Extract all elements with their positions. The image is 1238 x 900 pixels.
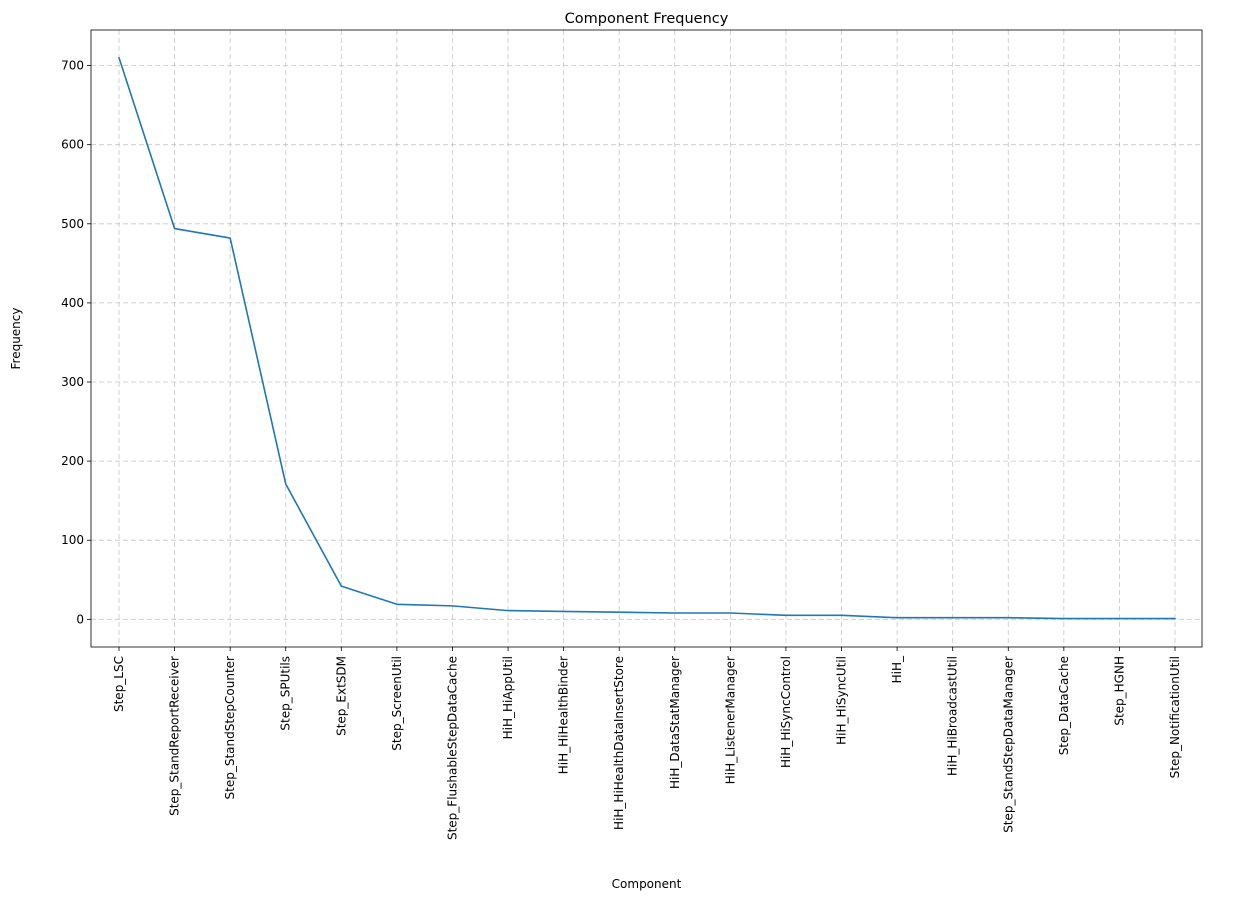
data-point — [396, 603, 398, 605]
x-tick-label: HiH_HiBroadcastUtil — [946, 656, 960, 776]
data-point — [951, 617, 953, 619]
y-tick-label: 100 — [61, 533, 84, 547]
data-point — [1174, 617, 1176, 619]
data-point — [729, 612, 731, 614]
x-tick-label: Step_HGNH — [1112, 656, 1126, 726]
grid — [91, 30, 1202, 647]
x-tick-label: Step_ScreenUtil — [390, 656, 404, 751]
y-tick-label: 200 — [61, 454, 84, 468]
x-tick-label: HiH_HiHealthBinder — [557, 656, 571, 774]
data-point — [173, 227, 175, 229]
x-tick-label: HiH_HiSyncUtil — [835, 656, 849, 745]
x-tick-label: Step_LSC — [112, 656, 126, 712]
x-tick-label: HiH_ListenerManager — [723, 656, 737, 784]
data-point — [674, 612, 676, 614]
plot-frame — [90, 29, 1203, 648]
series-layer — [118, 56, 1176, 620]
x-axis-label: Component — [612, 877, 682, 891]
x-tick-label: HiH_HiHealthDataInsertStore — [612, 656, 626, 830]
data-point — [1118, 617, 1120, 619]
series-line — [118, 56, 1176, 620]
x-tick-label: HiH_HiSyncControl — [779, 656, 793, 768]
data-point — [1007, 617, 1009, 619]
y-tick-label: 0 — [76, 612, 84, 626]
x-tick-label: Step_ExtSDM — [334, 656, 348, 736]
x-tick-label: Step_StandReportReceiver — [168, 656, 182, 816]
x-tick-label: Step_StandStepCounter — [223, 656, 237, 800]
x-tick-label: HiH_DataStatManager — [668, 656, 682, 789]
y-axis-label: Frequency — [9, 308, 23, 370]
data-point — [340, 585, 342, 587]
data-point — [618, 611, 620, 613]
y-tick-label: 600 — [61, 138, 84, 152]
data-point — [562, 610, 564, 612]
x-tick-label: Step_StandStepDataManager — [1001, 656, 1015, 833]
y-tick-label: 700 — [61, 59, 84, 73]
x-axis-ticks: Step_LSC Step_StandReportReceiver Step_Sta… — [112, 647, 1182, 840]
chart-title: Component Frequency — [565, 11, 729, 27]
data-point — [507, 609, 509, 611]
y-tick-label: 500 — [61, 217, 84, 231]
x-tick-label: Step_NotificationUtil — [1168, 656, 1182, 778]
x-tick-label: HiH_ — [890, 655, 904, 683]
y-tick-label: 400 — [61, 296, 84, 310]
data-point — [896, 617, 898, 619]
data-point — [229, 237, 231, 239]
y-tick-label: 300 — [61, 375, 84, 389]
y-axis-ticks: 0 100 200 300 400 500 600 700 — [61, 59, 91, 626]
data-point — [840, 614, 842, 616]
data-point — [1063, 617, 1065, 619]
x-tick-label: HiH_HiAppUtil — [501, 656, 515, 739]
x-tick-label: Step_FlushableStepDataCache — [445, 656, 459, 840]
data-point — [118, 56, 120, 58]
x-tick-label: Step_DataCache — [1057, 656, 1071, 755]
x-tick-label: Step_SPUtils — [279, 656, 293, 731]
data-point — [285, 483, 287, 485]
data-point — [785, 614, 787, 616]
data-point — [451, 605, 453, 607]
